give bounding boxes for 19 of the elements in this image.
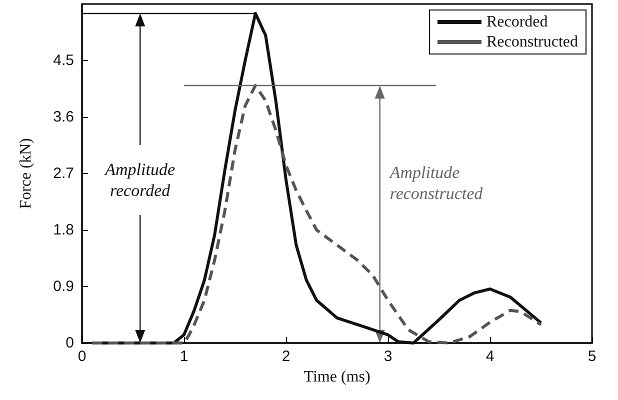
y-tick-label: 0 <box>66 334 74 352</box>
x-tick-label: 3 <box>384 348 392 365</box>
y-tick-label: 1.8 <box>53 222 74 238</box>
x-tick-label: 2 <box>282 348 290 365</box>
y-tick-label: 3.6 <box>53 108 74 126</box>
legend-label: Reconstructed <box>486 34 578 50</box>
y-tick-label: 2.7 <box>53 165 74 182</box>
legend-label: Recorded <box>486 14 548 30</box>
annotation: Amplitude reconstructed <box>388 162 484 206</box>
x-tick-label: 1 <box>180 348 188 365</box>
y-tick-label: 0.9 <box>53 278 74 295</box>
x-tick-label: 4 <box>486 348 494 365</box>
annotation: Amplitude recorded <box>103 145 178 216</box>
x-axis-title: Time (ms) <box>304 368 370 386</box>
y-axis-title: Force (kN) <box>18 138 34 209</box>
x-tick-label: 5 <box>588 348 596 365</box>
line-series <box>90 84 542 344</box>
x-tick-label: 0 <box>78 348 86 365</box>
y-tick-label: 4.5 <box>53 52 74 69</box>
